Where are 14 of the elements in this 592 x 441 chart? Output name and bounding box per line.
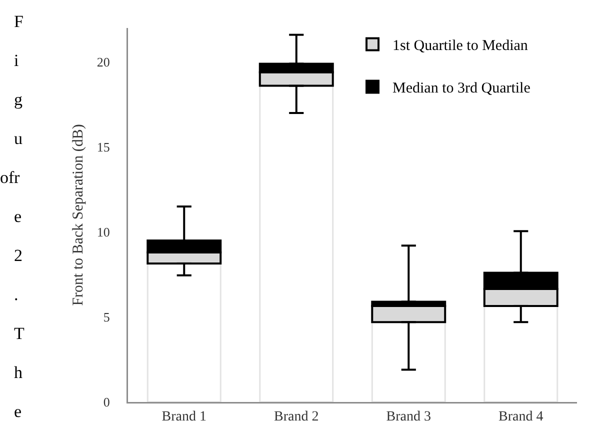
x-tick-label: Brand 2: [274, 409, 319, 424]
legend-label: Median to 3rd Quartile: [392, 80, 531, 97]
y-tick-label: 20: [96, 54, 110, 70]
x-tick-label: Brand 1: [162, 409, 206, 424]
y-tick-label: 15: [96, 140, 110, 155]
y-tick-label: 0: [103, 394, 110, 410]
legend-label: 1st Quartile to Median: [392, 38, 528, 54]
x-tick-label: Brand 3: [386, 409, 431, 424]
y-axis-title: Front to Back Separation (dB): [70, 124, 86, 306]
x-tick-label: Brand 4: [498, 409, 544, 424]
y-tick-label: 10: [96, 224, 110, 240]
text: of: [0, 167, 14, 189]
y-tick-label: 5: [103, 310, 110, 325]
text: Figure 2. The: [14, 12, 24, 421]
